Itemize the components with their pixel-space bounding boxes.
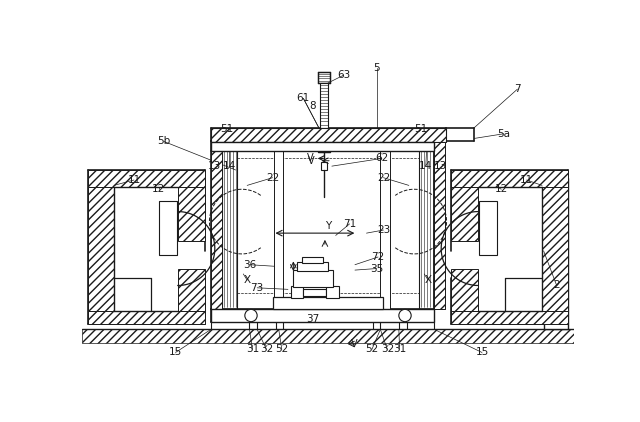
Text: 22: 22 (377, 173, 390, 183)
Bar (303, 289, 326, 295)
Text: 5a: 5a (497, 129, 510, 139)
Text: 37: 37 (306, 314, 319, 324)
Bar (451, 311, 568, 324)
Bar (321, 162, 327, 170)
Text: 31: 31 (393, 344, 406, 354)
Text: 72: 72 (371, 252, 385, 262)
Bar (292, 270, 333, 287)
Bar (451, 187, 478, 241)
Text: 12: 12 (152, 184, 165, 194)
Text: 73: 73 (250, 283, 264, 293)
Bar (178, 187, 205, 241)
Text: 51: 51 (414, 124, 427, 134)
Bar (318, 141, 330, 152)
Text: 8: 8 (309, 101, 316, 111)
Text: 36: 36 (243, 260, 256, 270)
Text: 51: 51 (220, 124, 233, 134)
Bar (297, 262, 328, 271)
Text: 13: 13 (207, 161, 221, 171)
Text: 62: 62 (375, 154, 388, 163)
Text: 52: 52 (365, 344, 378, 354)
Bar (419, 141, 435, 308)
Bar (88, 187, 114, 311)
Bar (543, 178, 568, 330)
Text: 71: 71 (343, 219, 356, 229)
Bar (273, 297, 383, 309)
Text: 63: 63 (337, 70, 350, 80)
Text: 7: 7 (514, 84, 521, 94)
Text: 31: 31 (246, 344, 259, 354)
Bar (82, 330, 575, 343)
Text: 5b: 5b (157, 136, 171, 146)
Bar (302, 257, 323, 263)
Bar (211, 141, 435, 151)
Text: 22: 22 (266, 173, 279, 183)
Text: 12: 12 (495, 184, 508, 194)
Bar (542, 187, 568, 311)
Bar (318, 72, 330, 83)
Text: 14: 14 (419, 161, 433, 171)
Text: 35: 35 (370, 264, 383, 273)
Bar (380, 151, 390, 308)
Circle shape (245, 309, 257, 322)
Text: 23: 23 (377, 225, 390, 235)
Text: V: V (308, 156, 314, 166)
Bar (211, 127, 446, 141)
Bar (451, 268, 478, 311)
Text: 14: 14 (223, 161, 236, 171)
Text: 15: 15 (476, 347, 488, 357)
Text: 32: 32 (260, 344, 273, 354)
Bar (211, 308, 435, 322)
Bar (320, 83, 328, 127)
Bar (159, 201, 177, 255)
Bar (88, 311, 205, 324)
Bar (326, 286, 339, 298)
Text: 11: 11 (127, 175, 141, 185)
Text: 61: 61 (297, 93, 310, 103)
Bar (211, 141, 221, 308)
Circle shape (399, 309, 411, 322)
Text: 11: 11 (520, 175, 533, 185)
Text: 2: 2 (554, 281, 560, 290)
Text: V: V (351, 339, 358, 349)
Bar (479, 201, 497, 255)
Text: Y: Y (325, 221, 331, 231)
Text: 32: 32 (381, 344, 394, 354)
Bar (291, 286, 303, 298)
Bar (451, 170, 568, 187)
Bar (221, 141, 237, 308)
Text: 13: 13 (434, 161, 447, 171)
Text: X: X (244, 275, 251, 285)
Bar (88, 170, 205, 187)
Text: X: X (424, 275, 431, 285)
Text: V: V (307, 154, 314, 163)
Bar (274, 151, 284, 308)
Text: 52: 52 (275, 344, 289, 354)
Bar (178, 268, 205, 311)
Text: 15: 15 (169, 347, 182, 357)
Text: 5: 5 (373, 62, 380, 73)
Bar (435, 141, 445, 308)
